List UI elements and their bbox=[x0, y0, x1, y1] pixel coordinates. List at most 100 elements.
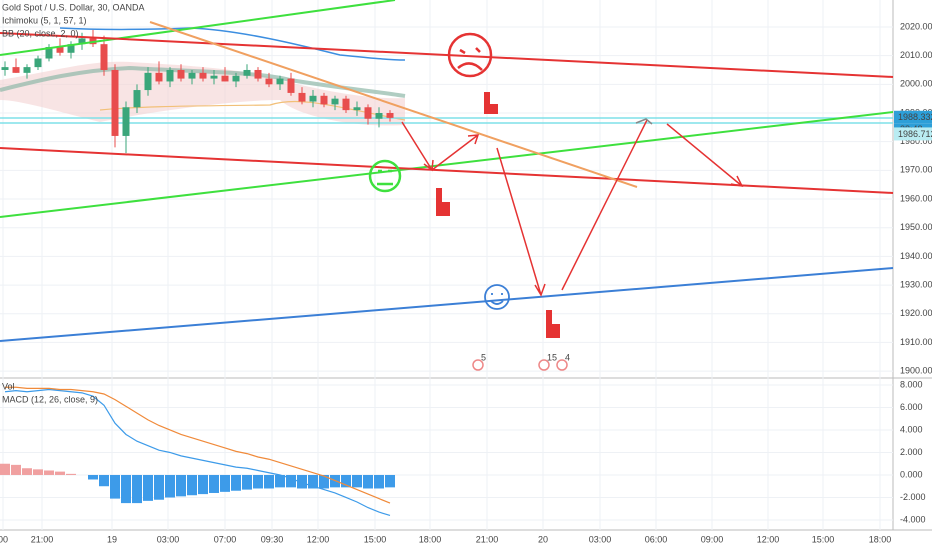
histogram-bar bbox=[297, 474, 307, 489]
arrow-head bbox=[635, 118, 653, 125]
candle-body bbox=[111, 69, 119, 136]
candle-body bbox=[122, 107, 130, 136]
candle-body bbox=[155, 72, 163, 82]
y-tick-label: 2000.000 bbox=[900, 79, 932, 89]
x-tick-label: 12:00 bbox=[307, 534, 330, 544]
candle-body bbox=[23, 67, 31, 73]
histogram-bar bbox=[11, 464, 21, 475]
x-tick-label: 15:00 bbox=[364, 534, 387, 544]
candle-body bbox=[45, 47, 53, 59]
x-tick-label: 06:00 bbox=[645, 534, 668, 544]
event-count: 15 bbox=[547, 352, 557, 362]
y-tick-label: 1960.000 bbox=[900, 193, 932, 203]
x-tick-label: 19 bbox=[107, 534, 117, 544]
histogram-bar bbox=[308, 474, 318, 489]
candle-body bbox=[386, 112, 394, 118]
event-icon bbox=[556, 359, 568, 371]
candle-body bbox=[12, 67, 20, 73]
histogram-bar bbox=[253, 474, 263, 489]
histogram-bar bbox=[88, 474, 98, 480]
y-tick-label: 0.000 bbox=[900, 469, 923, 479]
y-tick-label: 2020.000 bbox=[900, 21, 932, 31]
candle-body bbox=[287, 78, 295, 93]
bid-tag bbox=[894, 127, 932, 141]
y-tick-label: 1950.000 bbox=[900, 222, 932, 232]
indicator-label: Vol bbox=[2, 381, 15, 391]
price-tag-label: 1988.332 bbox=[898, 112, 932, 122]
price-tag bbox=[894, 110, 932, 124]
event-count: 5 bbox=[481, 352, 486, 362]
candle-body bbox=[254, 69, 262, 79]
candle-body bbox=[78, 38, 86, 45]
event-icon bbox=[538, 359, 550, 371]
x-tick-label: 20 bbox=[538, 534, 548, 544]
candle-body bbox=[166, 69, 174, 82]
histogram-bar bbox=[385, 474, 395, 488]
y-tick-label: 1910.000 bbox=[900, 337, 932, 347]
macd bbox=[0, 386, 395, 517]
y-tick-label: 2010.000 bbox=[900, 50, 932, 60]
trend-line bbox=[0, 147, 894, 194]
histogram-bar bbox=[275, 474, 285, 488]
bb-upper bbox=[59, 27, 406, 61]
x-tick-label: 03:00 bbox=[589, 534, 612, 544]
candle-body bbox=[199, 72, 207, 79]
x-tick-label: 00 bbox=[0, 534, 8, 544]
histogram-bar bbox=[242, 474, 252, 490]
histogram-bar bbox=[374, 474, 384, 489]
x-tick-label: 18:00 bbox=[869, 534, 892, 544]
arrow bbox=[431, 134, 480, 171]
indicator-label: Ichimoku (5, 1, 57, 1) bbox=[2, 15, 87, 25]
histogram-bar bbox=[363, 474, 373, 489]
candle-body bbox=[221, 75, 229, 82]
histogram-bar bbox=[231, 474, 241, 491]
neutral-face bbox=[368, 159, 402, 193]
bid-label: 1986.712 bbox=[898, 129, 932, 139]
candle-body bbox=[144, 72, 152, 91]
histogram-bar bbox=[33, 469, 43, 475]
y-tick-label: 2.000 bbox=[900, 447, 923, 457]
histogram-bar bbox=[66, 473, 76, 475]
hand-icon bbox=[484, 92, 498, 114]
histogram-bar bbox=[99, 474, 109, 487]
symbol: Gold Spot / U.S. Dollar, 30, OANDA bbox=[2, 2, 145, 12]
event-count: 4 bbox=[565, 352, 570, 362]
macd-line bbox=[4, 388, 391, 517]
histogram-bar bbox=[154, 474, 164, 500]
hand-icon bbox=[546, 310, 560, 338]
histogram-bar bbox=[286, 474, 296, 488]
y-tick-label: 1900.000 bbox=[900, 365, 932, 375]
histogram-bar bbox=[319, 474, 329, 489]
candle-body bbox=[34, 58, 42, 68]
histogram-bar bbox=[198, 474, 208, 495]
y-tick-label: 1940.000 bbox=[900, 251, 932, 261]
candle-body bbox=[177, 69, 185, 79]
candle-body bbox=[56, 47, 64, 53]
trend-line bbox=[149, 21, 638, 188]
y-tick-label: 6.000 bbox=[900, 402, 923, 412]
x-tick-label: 15:00 bbox=[812, 534, 835, 544]
arrow bbox=[561, 119, 648, 291]
hand-icon bbox=[436, 188, 450, 216]
candle-body bbox=[265, 78, 273, 85]
arrows bbox=[401, 119, 744, 297]
bb-basis bbox=[0, 65, 406, 98]
candle-body bbox=[298, 92, 306, 102]
histogram-bar bbox=[220, 474, 230, 492]
candle-body bbox=[210, 75, 218, 79]
indicators bbox=[0, 27, 406, 126]
candle-body bbox=[133, 90, 141, 108]
y-tick-label: 4.000 bbox=[900, 424, 923, 434]
histogram-bar bbox=[55, 471, 65, 475]
histogram-bar bbox=[22, 468, 32, 475]
y-tick-label: 8.000 bbox=[900, 379, 923, 389]
candle-body bbox=[331, 98, 339, 105]
histogram-bar bbox=[187, 474, 197, 496]
y-tick-label: -2.000 bbox=[900, 492, 926, 502]
x-tick-label: 12:00 bbox=[757, 534, 780, 544]
candle-body bbox=[232, 75, 240, 82]
x-tick-label: 03:00 bbox=[157, 534, 180, 544]
candle-body bbox=[342, 98, 350, 111]
